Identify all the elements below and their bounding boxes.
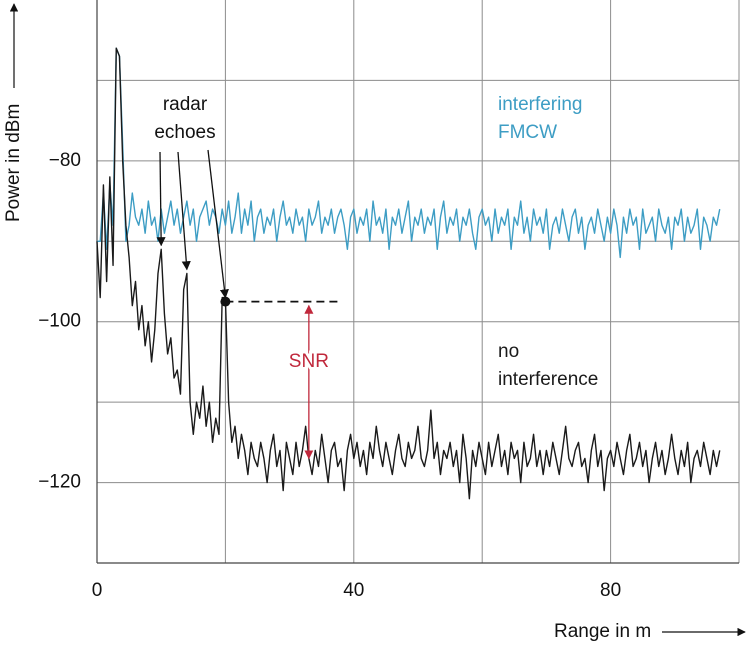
x-tick-label: 80 xyxy=(600,580,621,601)
y-tick-label: −100 xyxy=(38,311,81,332)
x-axis-label: Range in m xyxy=(554,621,651,642)
grid: 0 40 80 −80 −100 −120 xyxy=(38,0,740,601)
series-line xyxy=(96,47,721,500)
y-tick-label: −80 xyxy=(49,150,81,171)
x-tick-label: 40 xyxy=(343,580,364,601)
annotation-text: echoes xyxy=(154,122,215,143)
series-label: interfering xyxy=(498,94,583,115)
y-tick-label: −120 xyxy=(38,472,81,493)
echo-arrow xyxy=(207,149,229,299)
snr-label: SNR xyxy=(289,351,329,372)
annotations: interfering FMCW no interference radar echoes… xyxy=(154,94,598,460)
series-label: interference xyxy=(498,369,598,390)
plot-area xyxy=(96,47,721,500)
echo-arrow xyxy=(156,151,166,247)
annotation-text: radar xyxy=(163,94,208,115)
x-tick-label: 0 xyxy=(92,580,103,601)
snr-point xyxy=(220,296,231,307)
series-label: FMCW xyxy=(498,122,557,143)
series-line xyxy=(97,47,721,259)
series-label: no xyxy=(498,341,519,362)
y-axis-label: Power in dBm xyxy=(3,104,24,222)
echo-arrow xyxy=(177,151,191,271)
